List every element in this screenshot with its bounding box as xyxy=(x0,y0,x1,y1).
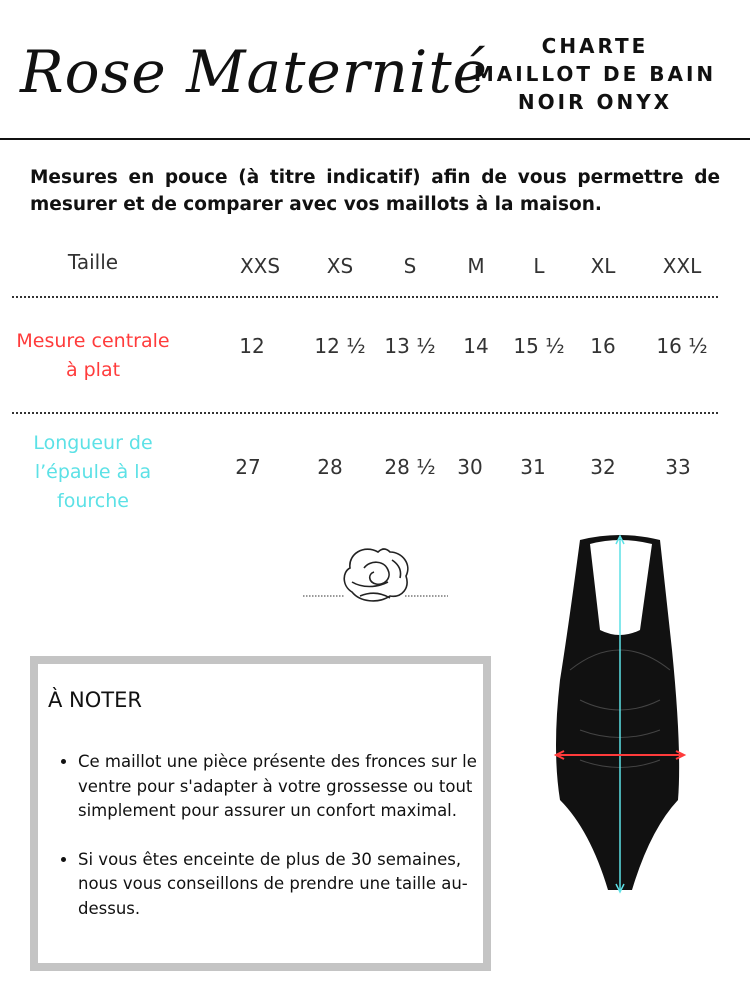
swimsuit-image xyxy=(553,534,687,894)
size-value: 13 ½ xyxy=(384,334,436,358)
size-value: 27 xyxy=(235,455,261,479)
divider xyxy=(0,138,750,140)
intro-text: Mesures en pouce (à titre indicatif) afi… xyxy=(30,167,720,215)
row-divider xyxy=(12,412,718,414)
page-title: CHARTE MAILLOT DE BAIN NOIR ONYX xyxy=(455,32,735,116)
row-label: Mesure centrale à plat xyxy=(16,330,170,381)
row-divider xyxy=(12,296,718,298)
title-line: CHARTE xyxy=(541,34,649,58)
size-value: 15 ½ xyxy=(513,334,565,358)
size-header: XS xyxy=(326,254,354,278)
size-value: 16 ½ xyxy=(656,334,708,358)
size-value: 32 xyxy=(590,455,616,479)
note-heading: À NOTER xyxy=(48,688,142,712)
note-item: Ce maillot une pièce présente des fronce… xyxy=(78,750,478,824)
size-value: 33 xyxy=(665,455,691,479)
title-line: NOIR ONYX xyxy=(517,90,673,114)
size-header: XXS xyxy=(239,254,281,278)
size-header: S xyxy=(403,254,417,278)
size-value: 14 xyxy=(463,334,489,358)
size-header: XL xyxy=(590,254,616,278)
note-item: Si vous êtes enceinte de plus de 30 sema… xyxy=(78,848,478,922)
size-value: 31 xyxy=(520,455,546,479)
size-header: XXL xyxy=(662,254,702,278)
size-value: 30 xyxy=(457,455,483,479)
size-header: L xyxy=(533,254,545,278)
header-label: Taille xyxy=(67,250,119,274)
size-value: 28 ½ xyxy=(384,455,436,479)
brand-logo: Rose Maternité xyxy=(20,38,488,106)
note-box: À NOTER Ce maillot une pièce présente de… xyxy=(30,656,491,971)
size-value: 12 ½ xyxy=(314,334,366,358)
size-value: 12 xyxy=(239,334,265,358)
row-label: Longueur de l’épaule à la fourche xyxy=(33,432,153,512)
title-line: MAILLOT DE BAIN xyxy=(473,62,717,86)
size-header: M xyxy=(467,254,485,278)
swimsuit-illustration xyxy=(540,530,700,904)
size-value: 16 xyxy=(590,334,616,358)
size-value: 28 xyxy=(317,455,343,479)
